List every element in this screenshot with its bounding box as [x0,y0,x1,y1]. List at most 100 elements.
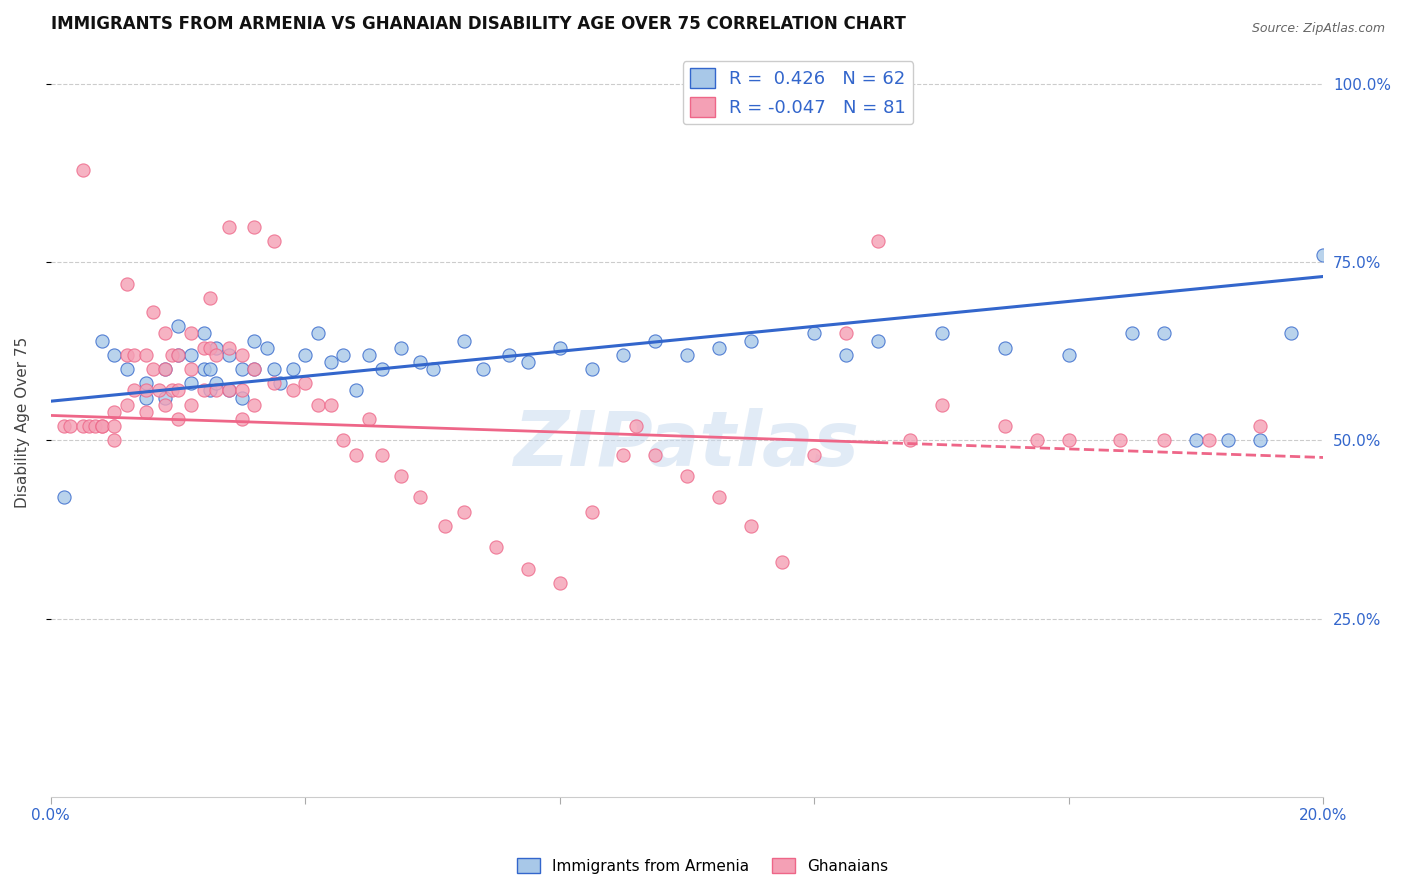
Point [835,348,858,362]
Point [77,419,100,434]
Point [707,491,730,505]
Point [422,362,444,376]
Point [332,434,354,448]
Point [218,348,240,362]
Point [676,469,699,483]
Point [103,434,125,448]
Point [409,355,432,369]
Point [180,376,202,391]
Point [72,419,94,434]
Point [122,348,145,362]
Point [103,405,125,419]
Point [389,341,412,355]
Point [319,398,342,412]
Point [994,419,1017,434]
Point [180,362,202,376]
Point [115,277,138,291]
Point [994,341,1017,355]
Point [198,291,221,305]
Point [167,319,190,334]
Point [115,398,138,412]
Point [103,419,125,434]
Point [198,341,221,355]
Point [198,362,221,376]
Text: Source: ZipAtlas.com: Source: ZipAtlas.com [1251,22,1385,36]
Point [231,412,253,426]
Point [1249,434,1271,448]
Point [740,334,762,348]
Point [548,575,571,590]
Point [485,541,508,555]
Point [218,219,240,234]
Point [231,391,253,405]
Point [122,384,145,398]
Point [256,341,278,355]
Point [218,384,240,398]
Point [142,362,165,376]
Legend: R =  0.426   N = 62, R = -0.047   N = 81: R = 0.426 N = 62, R = -0.047 N = 81 [682,62,914,125]
Text: ZIPatlas: ZIPatlas [515,408,860,482]
Point [332,348,354,362]
Point [409,491,432,505]
Point [90,419,112,434]
Point [90,419,112,434]
Point [167,412,190,426]
Point [931,326,953,341]
Point [1153,326,1175,341]
Point [1281,326,1303,341]
Point [1198,434,1220,448]
Point [205,384,228,398]
Point [548,341,571,355]
Point [231,362,253,376]
Point [612,448,634,462]
Point [1312,248,1334,262]
Point [1057,434,1080,448]
Point [193,384,215,398]
Point [581,505,603,519]
Point [644,448,666,462]
Point [281,362,304,376]
Point [218,341,240,355]
Point [498,348,520,362]
Point [135,376,157,391]
Point [370,362,392,376]
Point [135,348,157,362]
Point [517,355,540,369]
Point [803,448,825,462]
Point [472,362,495,376]
Point [243,362,266,376]
Point [167,348,190,362]
Point [772,555,794,569]
Point [434,519,457,533]
Point [193,362,215,376]
Point [155,362,177,376]
Point [198,384,221,398]
Point [1121,326,1143,341]
Point [517,561,540,575]
Point [180,348,202,362]
Point [160,348,183,362]
Point [59,419,82,434]
Point [931,398,953,412]
Point [231,384,253,398]
Point [155,362,177,376]
Point [142,305,165,319]
Point [115,348,138,362]
Point [115,362,138,376]
Point [1026,434,1049,448]
Point [370,448,392,462]
Point [344,384,367,398]
Point [193,326,215,341]
Point [231,348,253,362]
Point [1216,434,1239,448]
Point [624,419,647,434]
Point [84,419,107,434]
Point [263,234,285,248]
Point [205,341,228,355]
Point [180,398,202,412]
Point [307,326,329,341]
Point [155,391,177,405]
Point [72,162,94,177]
Point [740,519,762,533]
Point [707,341,730,355]
